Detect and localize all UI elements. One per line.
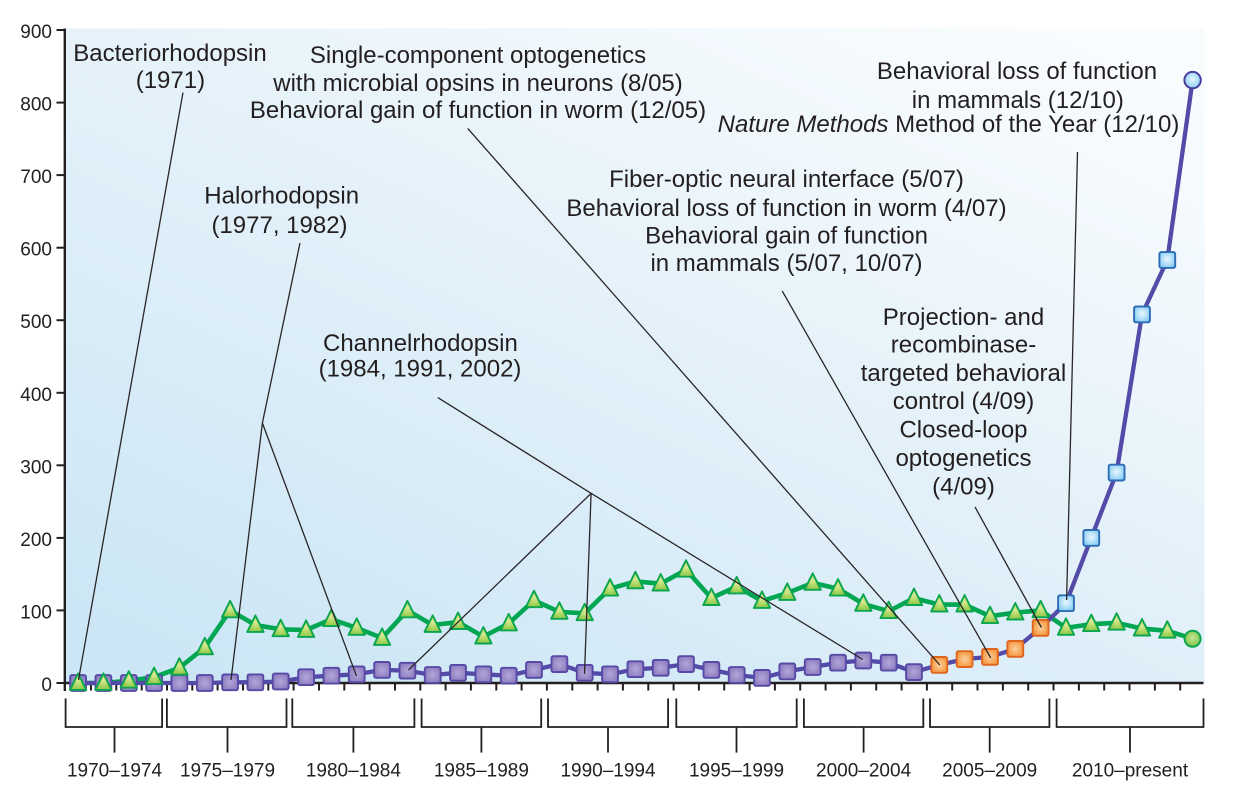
svg-text:1995–1999: 1995–1999 — [689, 761, 784, 782]
svg-text:2000–2004: 2000–2004 — [816, 761, 912, 782]
svg-text:with microbial opsins in neuro: with microbial opsins in neurons (8/05) — [272, 70, 683, 97]
svg-text:targeted behavioral: targeted behavioral — [861, 360, 1066, 387]
svg-text:0: 0 — [41, 675, 52, 696]
svg-text:Closed-loop: Closed-loop — [899, 417, 1027, 444]
svg-text:1980–1984: 1980–1984 — [306, 761, 402, 782]
svg-text:recombinase-: recombinase- — [891, 332, 1036, 359]
svg-text:(1977, 1982): (1977, 1982) — [211, 212, 347, 239]
svg-text:Single-component optogenetics: Single-component optogenetics — [310, 42, 646, 69]
svg-text:Fiber-optic neural interface (: Fiber-optic neural interface (5/07) — [609, 166, 964, 193]
svg-text:(1984, 1991, 2002): (1984, 1991, 2002) — [319, 355, 522, 382]
svg-text:1990–1994: 1990–1994 — [560, 761, 656, 782]
svg-text:Behavioral gain of function in: Behavioral gain of function in worm (12/… — [250, 97, 706, 124]
svg-text:Behavioral loss of function: Behavioral loss of function — [877, 58, 1157, 85]
svg-text:2010–present: 2010–present — [1072, 761, 1189, 782]
svg-text:1975–1979: 1975–1979 — [180, 761, 275, 782]
svg-text:2005–2009: 2005–2009 — [942, 761, 1037, 782]
svg-text:(1971): (1971) — [136, 67, 205, 94]
svg-text:Channelrhodopsin: Channelrhodopsin — [323, 330, 518, 357]
svg-text:600: 600 — [20, 240, 52, 261]
svg-text:200: 200 — [20, 530, 52, 551]
svg-text:in mammals (5/07, 10/07): in mammals (5/07, 10/07) — [650, 250, 922, 277]
svg-text:Nature Methods Method of the Y: Nature Methods Method of the Year (12/10… — [718, 111, 1180, 138]
svg-text:100: 100 — [20, 602, 52, 623]
svg-text:1970–1974: 1970–1974 — [67, 761, 163, 782]
svg-text:in mammals (12/10): in mammals (12/10) — [912, 87, 1124, 114]
svg-text:Behavioral gain of function: Behavioral gain of function — [645, 223, 928, 250]
svg-text:Bacteriorhodopsin: Bacteriorhodopsin — [73, 40, 266, 67]
svg-text:700: 700 — [20, 167, 52, 188]
svg-text:optogenetics: optogenetics — [895, 445, 1031, 472]
svg-text:(4/09): (4/09) — [932, 473, 995, 500]
svg-text:300: 300 — [20, 457, 52, 478]
svg-text:Behavioral loss of function in: Behavioral loss of function in worm (4/0… — [566, 195, 1006, 222]
svg-text:500: 500 — [20, 312, 52, 333]
svg-text:900: 900 — [20, 22, 52, 43]
svg-text:1985–1989: 1985–1989 — [434, 761, 529, 782]
svg-text:800: 800 — [20, 95, 52, 116]
svg-text:400: 400 — [20, 385, 52, 406]
svg-text:Halorhodopsin: Halorhodopsin — [204, 182, 359, 209]
svg-text:control (4/09): control (4/09) — [893, 388, 1034, 415]
svg-text:Projection- and: Projection- and — [883, 304, 1044, 331]
